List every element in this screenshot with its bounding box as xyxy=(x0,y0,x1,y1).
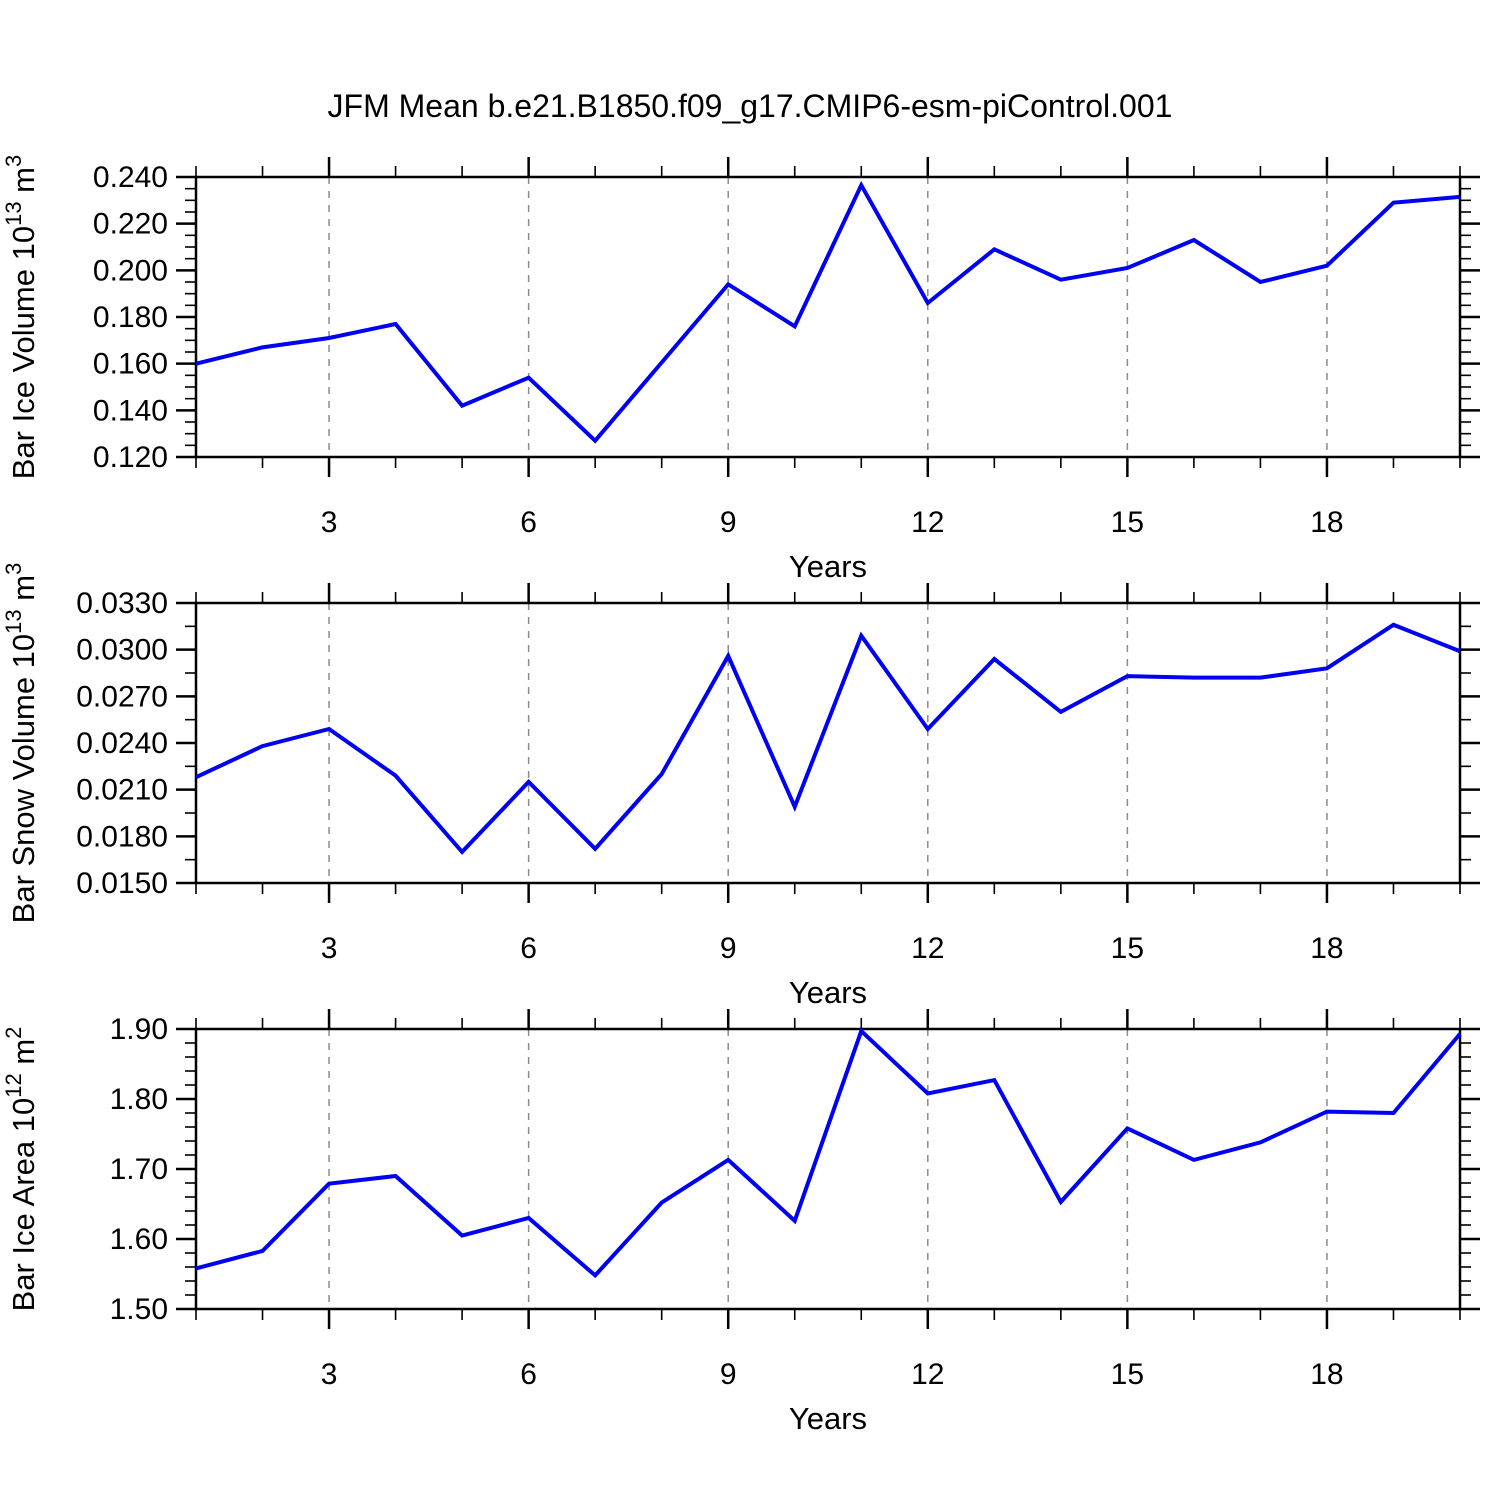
y-tick-label: 0.160 xyxy=(93,348,168,381)
y-tick-label: 0.0150 xyxy=(76,867,168,900)
x-tick-label: 9 xyxy=(720,932,737,965)
y-tick-labels: 0.0150 0.0180 0.0210 0.0240 0.0270 0.0300 0.03… xyxy=(76,587,168,900)
y-tick-label: 0.0180 xyxy=(76,820,168,853)
x-axis-title: Years xyxy=(789,549,867,584)
x-tick-label: 6 xyxy=(520,506,537,539)
data-line-series xyxy=(195,180,1461,444)
data-line-series xyxy=(195,1027,1462,1279)
plot-frame xyxy=(194,601,1462,885)
y-tick-label: 1.80 xyxy=(110,1083,168,1116)
y-tick-label: 0.120 xyxy=(93,441,168,474)
x-tick-label: 18 xyxy=(1310,1358,1343,1391)
y-axis-title: Bar Snow Volume 1013 m3 xyxy=(1,563,41,924)
x-tick-label: 6 xyxy=(520,1358,537,1391)
x-tick-label: 15 xyxy=(1111,1358,1144,1391)
y-tick-label: 0.0330 xyxy=(76,587,168,620)
x-gridlines xyxy=(328,1029,1328,1309)
x-tick-label: 6 xyxy=(520,932,537,965)
x-tick-label: 9 xyxy=(720,506,737,539)
x-tick-labels: 3 6 9 12 15 18 xyxy=(321,932,1344,965)
y-tick-labels: 0.120 0.140 0.160 0.180 0.200 0.220 0.240 xyxy=(93,161,168,474)
y-tick-label: 0.0270 xyxy=(76,680,168,713)
x-axis-title: Years xyxy=(789,1401,867,1436)
x-tick-label: 12 xyxy=(911,932,944,965)
panel-2: 3 6 9 12 15 18Years0.01500.01800.02100.02400.… xyxy=(1,563,1480,1010)
y-tick-label: 1.50 xyxy=(110,1293,168,1326)
x-tick-label: 3 xyxy=(321,1358,338,1391)
y-tick-label: 1.70 xyxy=(110,1153,168,1186)
x-tick-label: 3 xyxy=(321,932,338,965)
x-tick-labels: 3 6 9 12 15 18 xyxy=(321,1358,1344,1391)
x-tick-label: 9 xyxy=(720,1358,737,1391)
y-tick-label: 0.0210 xyxy=(76,774,168,807)
axis-ticks xyxy=(176,1009,1480,1329)
panel-1: 3 6 9 12 15 18Years0.1200.1400.1600.1800.2000… xyxy=(1,155,1480,584)
data-line-series xyxy=(195,622,1461,855)
x-tick-label: 12 xyxy=(911,1358,944,1391)
axis-ticks xyxy=(176,583,1480,903)
plot-frame xyxy=(194,1027,1462,1311)
y-tick-label: 0.200 xyxy=(93,254,168,287)
y-tick-label: 0.240 xyxy=(93,161,168,194)
x-tick-label: 18 xyxy=(1310,506,1343,539)
axis-ticks xyxy=(176,157,1480,477)
y-axis-title: Bar Ice Volume 1013 m3 xyxy=(1,155,41,480)
x-tick-label: 12 xyxy=(911,506,944,539)
x-gridlines xyxy=(328,603,1328,883)
panel-3: 3 6 9 12 15 18 Years 1.50 1.60 1.70 1.80 1.90 Bar Ic… xyxy=(1,1009,1480,1436)
y-tick-label: 0.0240 xyxy=(76,727,168,760)
y-tick-label: 1.60 xyxy=(110,1223,168,1256)
x-axis-title: Years xyxy=(789,975,867,1010)
x-tick-label: 18 xyxy=(1310,932,1343,965)
x-tick-label: 15 xyxy=(1111,506,1144,539)
x-gridlines xyxy=(328,177,1328,457)
y-tick-label: 0.0300 xyxy=(76,634,168,667)
plot-frame xyxy=(194,175,1462,459)
y-tick-label: 0.180 xyxy=(93,301,168,334)
y-tick-label: 1.90 xyxy=(110,1013,168,1046)
y-tick-label: 0.220 xyxy=(93,208,168,241)
x-tick-label: 3 xyxy=(321,506,338,539)
y-tick-labels: 1.50 1.60 1.70 1.80 1.90 xyxy=(110,1013,168,1326)
y-tick-label: 0.140 xyxy=(93,394,168,427)
y-axis-title: Bar Ice Area 1012 m2 xyxy=(1,1027,41,1312)
x-tick-labels: 3 6 9 12 15 18 xyxy=(321,506,1344,539)
chart-title: JFM Mean b.e21.B1850.f09_g17.CMIP6-esm-p… xyxy=(327,88,1173,124)
x-tick-label: 15 xyxy=(1111,932,1144,965)
